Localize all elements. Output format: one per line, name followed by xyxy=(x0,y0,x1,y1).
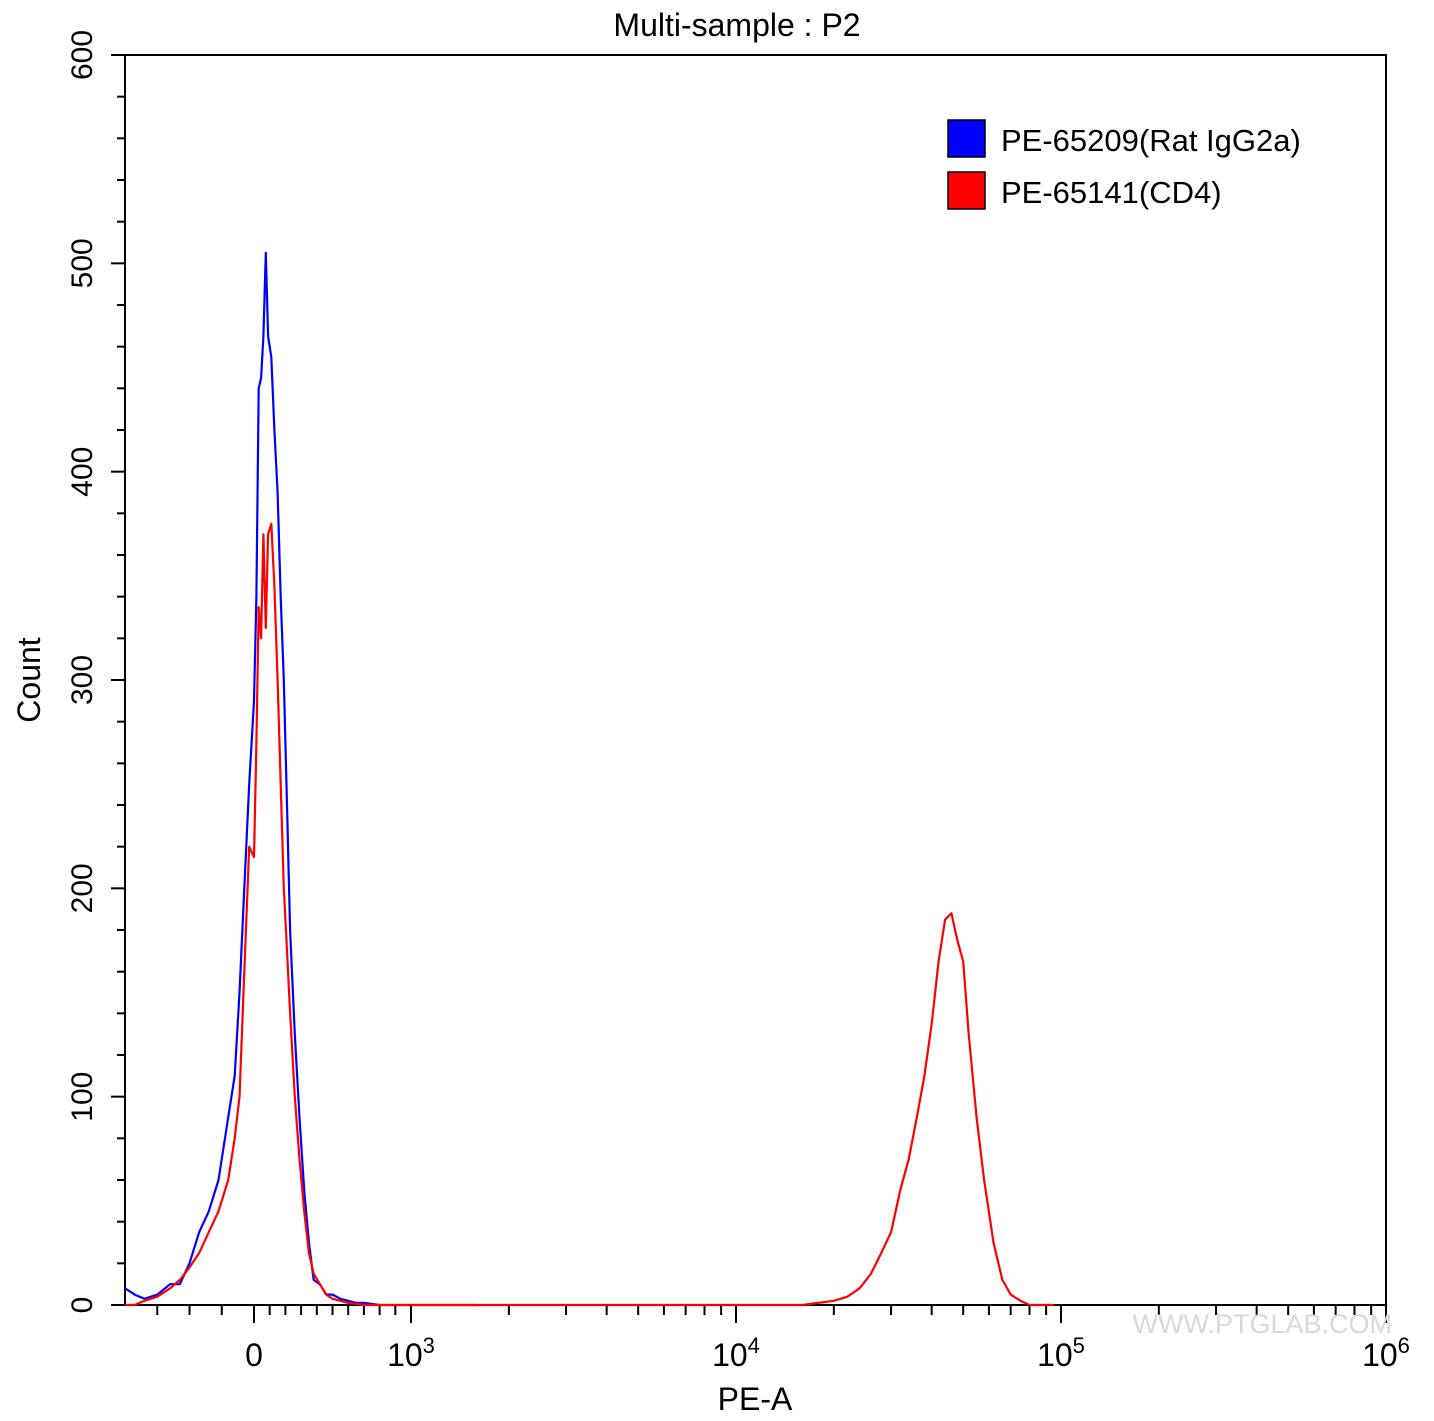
series-line xyxy=(124,251,478,1307)
legend-label: PE-65141(CD4) xyxy=(1001,175,1222,210)
series-layer xyxy=(124,251,1054,1307)
y-axis: 0 100 200 300 400 500 600 xyxy=(66,30,125,1313)
legend: PE-65209(Rat IgG2a) PE-65141(CD4) xyxy=(947,119,1301,210)
x-axis-label: PE-A xyxy=(718,1381,793,1417)
series-line xyxy=(125,522,1054,1307)
y-axis-label: Count xyxy=(11,637,47,723)
y-tick-label: 100 xyxy=(66,1072,99,1122)
plot-frame xyxy=(124,54,1387,1306)
x-tick-label: 0 xyxy=(245,1337,263,1373)
legend-swatch xyxy=(947,171,986,210)
x-tick-label: 106 xyxy=(1362,1333,1410,1373)
legend-label: PE-65209(Rat IgG2a) xyxy=(1001,123,1301,158)
legend-swatch xyxy=(947,119,986,158)
y-tick-label: 0 xyxy=(66,1297,99,1314)
y-tick-label: 600 xyxy=(66,30,99,80)
y-tick-label: 500 xyxy=(66,238,99,288)
y-tick-label: 300 xyxy=(66,655,99,705)
watermark: WWW.PTGLAB.COM xyxy=(1133,1309,1393,1339)
y-tick-label: 200 xyxy=(66,863,99,913)
x-tick-label: 104 xyxy=(712,1333,760,1373)
x-axis: 0 103 104 105 106 xyxy=(156,1305,1410,1373)
x-tick-label: 103 xyxy=(387,1333,435,1373)
chart-title: Multi-sample : P2 xyxy=(613,7,860,43)
y-tick-label: 400 xyxy=(66,447,99,497)
x-tick-label: 105 xyxy=(1037,1333,1085,1373)
